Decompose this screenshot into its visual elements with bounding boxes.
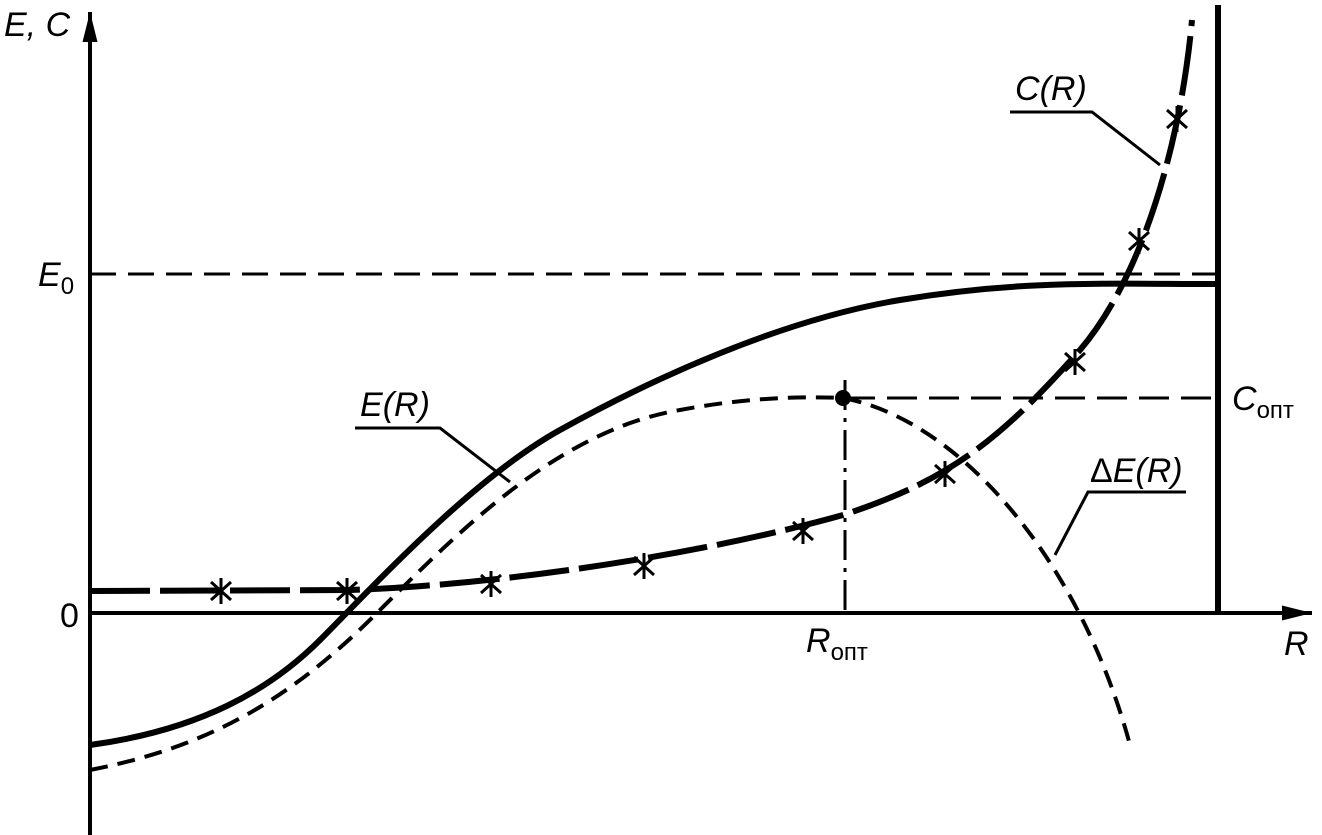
e-curve-label: E(R) xyxy=(360,386,430,424)
e0-label: E0 xyxy=(38,256,74,300)
axes xyxy=(82,5,1312,835)
star-stroke xyxy=(791,520,815,542)
optimum-point xyxy=(835,390,851,406)
label-sub: опт xyxy=(831,639,868,666)
leader xyxy=(1053,490,1186,556)
star-stroke xyxy=(479,573,503,595)
y-axis-label: E, C xyxy=(4,6,71,44)
c-curve-label: C(R) xyxy=(1015,70,1087,108)
leaders xyxy=(355,110,1186,556)
c-opt-label: Cопт xyxy=(1232,380,1294,424)
e-curve xyxy=(89,280,1219,748)
x-axis-label: R xyxy=(1284,625,1309,663)
r-opt-label: Rопт xyxy=(806,622,868,666)
star-stroke xyxy=(632,555,656,577)
label-main: E xyxy=(360,386,383,424)
leader xyxy=(355,426,511,484)
label-sub: 0 xyxy=(61,273,74,300)
label-main: C xyxy=(1015,70,1040,108)
c-curve xyxy=(89,19,1195,594)
label-main: R xyxy=(806,622,831,660)
leader xyxy=(1010,110,1161,167)
star-stroke xyxy=(1127,230,1151,252)
label-arg: (R) xyxy=(1135,452,1182,490)
label-main: C xyxy=(1232,380,1257,418)
star-stroke xyxy=(209,580,233,602)
label-main: E xyxy=(38,256,61,294)
label-arg: (R) xyxy=(1040,70,1087,108)
de-curve xyxy=(89,395,1132,772)
c-markers xyxy=(209,106,1189,604)
star-stroke xyxy=(1063,351,1087,373)
star-stroke xyxy=(335,580,359,602)
label-sub: опт xyxy=(1257,397,1294,424)
de-curve-label: ΔE(R) xyxy=(1090,452,1183,490)
star-stroke xyxy=(933,463,957,485)
label-arg: (R) xyxy=(383,386,430,424)
label-prefix: Δ xyxy=(1090,452,1113,490)
star-stroke xyxy=(1165,108,1189,130)
origin-label: 0 xyxy=(60,597,79,635)
label-main: E xyxy=(1113,452,1136,490)
